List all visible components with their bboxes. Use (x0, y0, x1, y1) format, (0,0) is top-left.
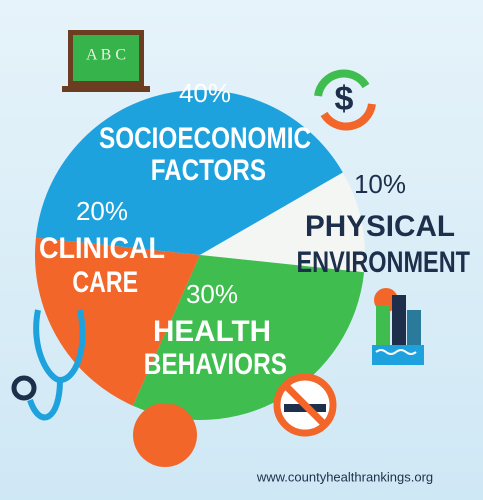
city-icon (372, 288, 424, 365)
percent-label: 10% (354, 169, 406, 199)
percent-label: 40% (179, 78, 231, 108)
chalkboard-icon: A B C (62, 30, 150, 92)
orange-icon (133, 395, 197, 467)
slice-label: CLINICAL CARE (39, 232, 165, 299)
pie-slice (35, 90, 343, 256)
source: www.countyhealthrankings.org (256, 469, 433, 484)
dollar-icon: $ (314, 69, 376, 131)
stethoscope-icon (11, 309, 86, 421)
percent-label: 30% (186, 279, 238, 309)
slice-label: HEALTH BEHAVIORS (137, 315, 287, 381)
dollar-sign: $ (335, 80, 354, 118)
percent-label: 20% (76, 196, 128, 226)
pie-slice (200, 172, 365, 273)
slice-label: PHYSICAL ENVIRONMENT (290, 210, 470, 279)
pie (35, 90, 365, 420)
slice-label: SOCIOECONOMIC FACTORS (99, 122, 311, 187)
no-smoking-icon (273, 373, 337, 437)
chalk-text: A B C (86, 47, 126, 64)
